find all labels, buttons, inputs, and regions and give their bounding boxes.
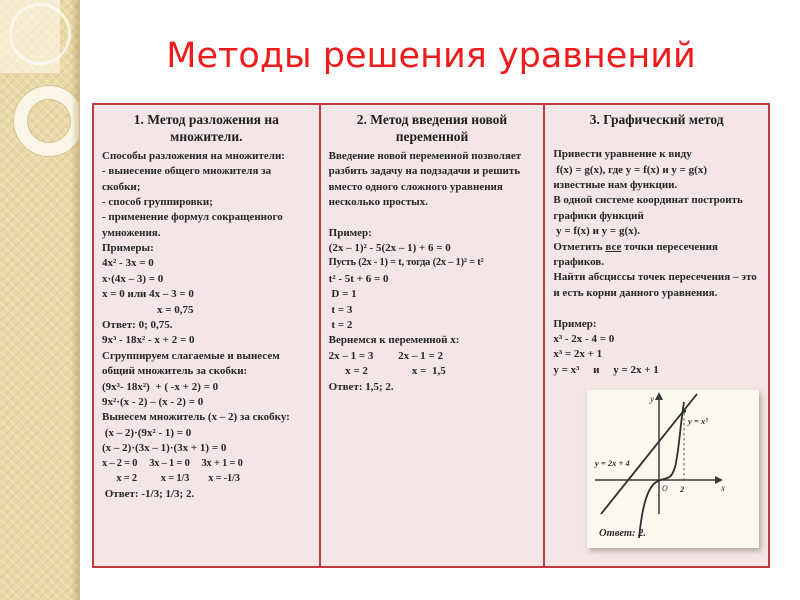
method-column-header: 3. Графический метод — [589, 112, 724, 127]
linear-function-line — [600, 393, 699, 515]
text-line: Ответ: 1,5; 2. — [328, 380, 394, 393]
slide-title: Методы решения уравнений — [166, 36, 696, 76]
text-line: f(x) = g(x), где y = f(x) и y = g(x) изв… — [553, 163, 710, 192]
text-line: y = f(x) и y = g(x). — [553, 225, 641, 238]
y-axis-label: y — [649, 394, 654, 404]
text-line: x = 2 x = 1/3 x = -1/3 — [102, 472, 240, 484]
text-line: Пусть (2x - 1) = t, тогда (2x – 1)² = t² — [328, 257, 484, 269]
method-column-body: Способы разложения на множители: - вынесе… — [102, 149, 311, 503]
underlined-word: все — [605, 240, 622, 253]
text-line: x³ = 2x + 1 — [553, 348, 603, 361]
curve-equation-label: y = x³ — [687, 416, 708, 426]
cubic-function-curve — [638, 401, 686, 539]
methods-table: 1. Метод разложения на множители. Способ… — [92, 103, 770, 568]
text-line: x³ - 2x - 4 = 0 — [553, 332, 615, 345]
text-line — [553, 132, 760, 147]
decorative-sidebar — [0, 0, 80, 600]
text-line: Примеры: — [102, 242, 154, 255]
text-line: (x – 2)·(3x – 1)·(3x + 1) = 0 — [102, 442, 227, 455]
text-line: - способ группировки; — [102, 195, 213, 208]
method-column-header: 2. Метод введения новой переменной — [356, 112, 508, 144]
text-line: x = 0,75 — [102, 303, 194, 316]
text-line: Отметить все точки пересечения графиков. — [553, 240, 760, 271]
text-line: t = 3 — [328, 303, 353, 316]
text-line: 4x² - 3x = 0 — [102, 257, 154, 270]
text-line: В одной системе координат построить граф… — [553, 194, 746, 222]
method-column-body: Введение новой переменной позволяет разб… — [329, 149, 536, 395]
text-line: Вернемся к переменной x: — [328, 334, 460, 347]
text-line: Способы разложения на множители: — [102, 149, 285, 162]
origin-label: O — [662, 484, 668, 493]
text-line: x·(4x – 3) = 0 — [102, 272, 164, 285]
text-line — [329, 210, 536, 225]
text-line: 9x³ - 18x² - x + 2 = 0 — [102, 334, 195, 347]
text-line — [553, 301, 760, 316]
text-line: x = 0 или 4x – 3 = 0 — [102, 288, 194, 301]
text-line: x – 2 = 0 3x – 1 = 0 3x + 1 = 0 — [102, 457, 243, 469]
method-column-header: 1. Метод разложения на множители. — [133, 112, 279, 144]
text-line: t² - 5t + 6 = 0 — [328, 272, 389, 285]
text-line: Пример: — [553, 317, 597, 330]
decor-ring-large-icon — [14, 86, 79, 156]
intersection-dot — [682, 409, 687, 414]
decor-ring-small-icon — [9, 3, 71, 65]
text-line: (2x – 1)² - 5(2x – 1) + 6 = 0 — [328, 242, 451, 255]
text-line: - применение формул сокращенного умножен… — [102, 211, 286, 239]
method-column-substitution: 2. Метод введения новой переменной Введе… — [318, 105, 544, 566]
text-line: - вынесение общего множителя за скобки; — [102, 165, 274, 193]
line-equation-label: y = 2x + 4 — [594, 458, 630, 468]
text-line: (9x³- 18x²) + ( -x + 2) = 0 — [102, 380, 219, 393]
text-line: 9x²·(x - 2) – (x - 2) = 0 — [102, 396, 204, 408]
text-line: x = 2 x = 1,5 — [328, 365, 446, 378]
x-axis-label: x — [720, 483, 725, 493]
graph-plot: y x O 2 y = x³ y = 2x + 4 Ответ: 2. — [594, 392, 725, 539]
x-axis-arrow-icon — [715, 476, 724, 485]
text-line: (x – 2)·(9x² - 1) = 0 — [102, 426, 192, 439]
text-line: Ответ: 0; 0,75. — [102, 319, 173, 332]
method-column-factoring: 1. Метод разложения на множители. Способ… — [94, 105, 319, 566]
text-fragment: Отметить — [553, 240, 606, 253]
x-tick-label: 2 — [679, 484, 685, 494]
text-fragment: точки пересечения графиков. — [553, 240, 721, 268]
text-line: D = 1 — [328, 288, 357, 301]
text-line: Пример: — [328, 226, 372, 239]
y-axis-arrow-icon — [655, 392, 664, 401]
text-line: Вынесем множитель (x – 2) за скобку: — [102, 411, 290, 424]
text-line: Сгруппируем слагаемые и вынесем общий мн… — [102, 349, 283, 378]
text-line: t = 2 — [328, 319, 353, 332]
text-line: Привести уравнение к виду — [553, 148, 692, 161]
method-column-body: Привести уравнение к виду f(x) = g(x), г… — [553, 132, 760, 378]
text-line: Введение новой переменной позволяет разб… — [328, 149, 524, 208]
text-line: Ответ: -1/3; 1/3; 2. — [102, 488, 195, 501]
graph-answer-label: Ответ: 2. — [599, 528, 646, 539]
text-line: y = x³ и y = 2x + 1 — [553, 363, 659, 376]
text-line: 2x – 1 = 3 2x – 1 = 2 — [328, 349, 443, 362]
text-line: Найти абсциссы точек пересечения – это и… — [553, 271, 760, 299]
graph-figure: y x O 2 y = x³ y = 2x + 4 Ответ: 2. — [587, 390, 760, 549]
method-column-graphical: 3. Графический метод Привести уравнение … — [543, 105, 768, 566]
